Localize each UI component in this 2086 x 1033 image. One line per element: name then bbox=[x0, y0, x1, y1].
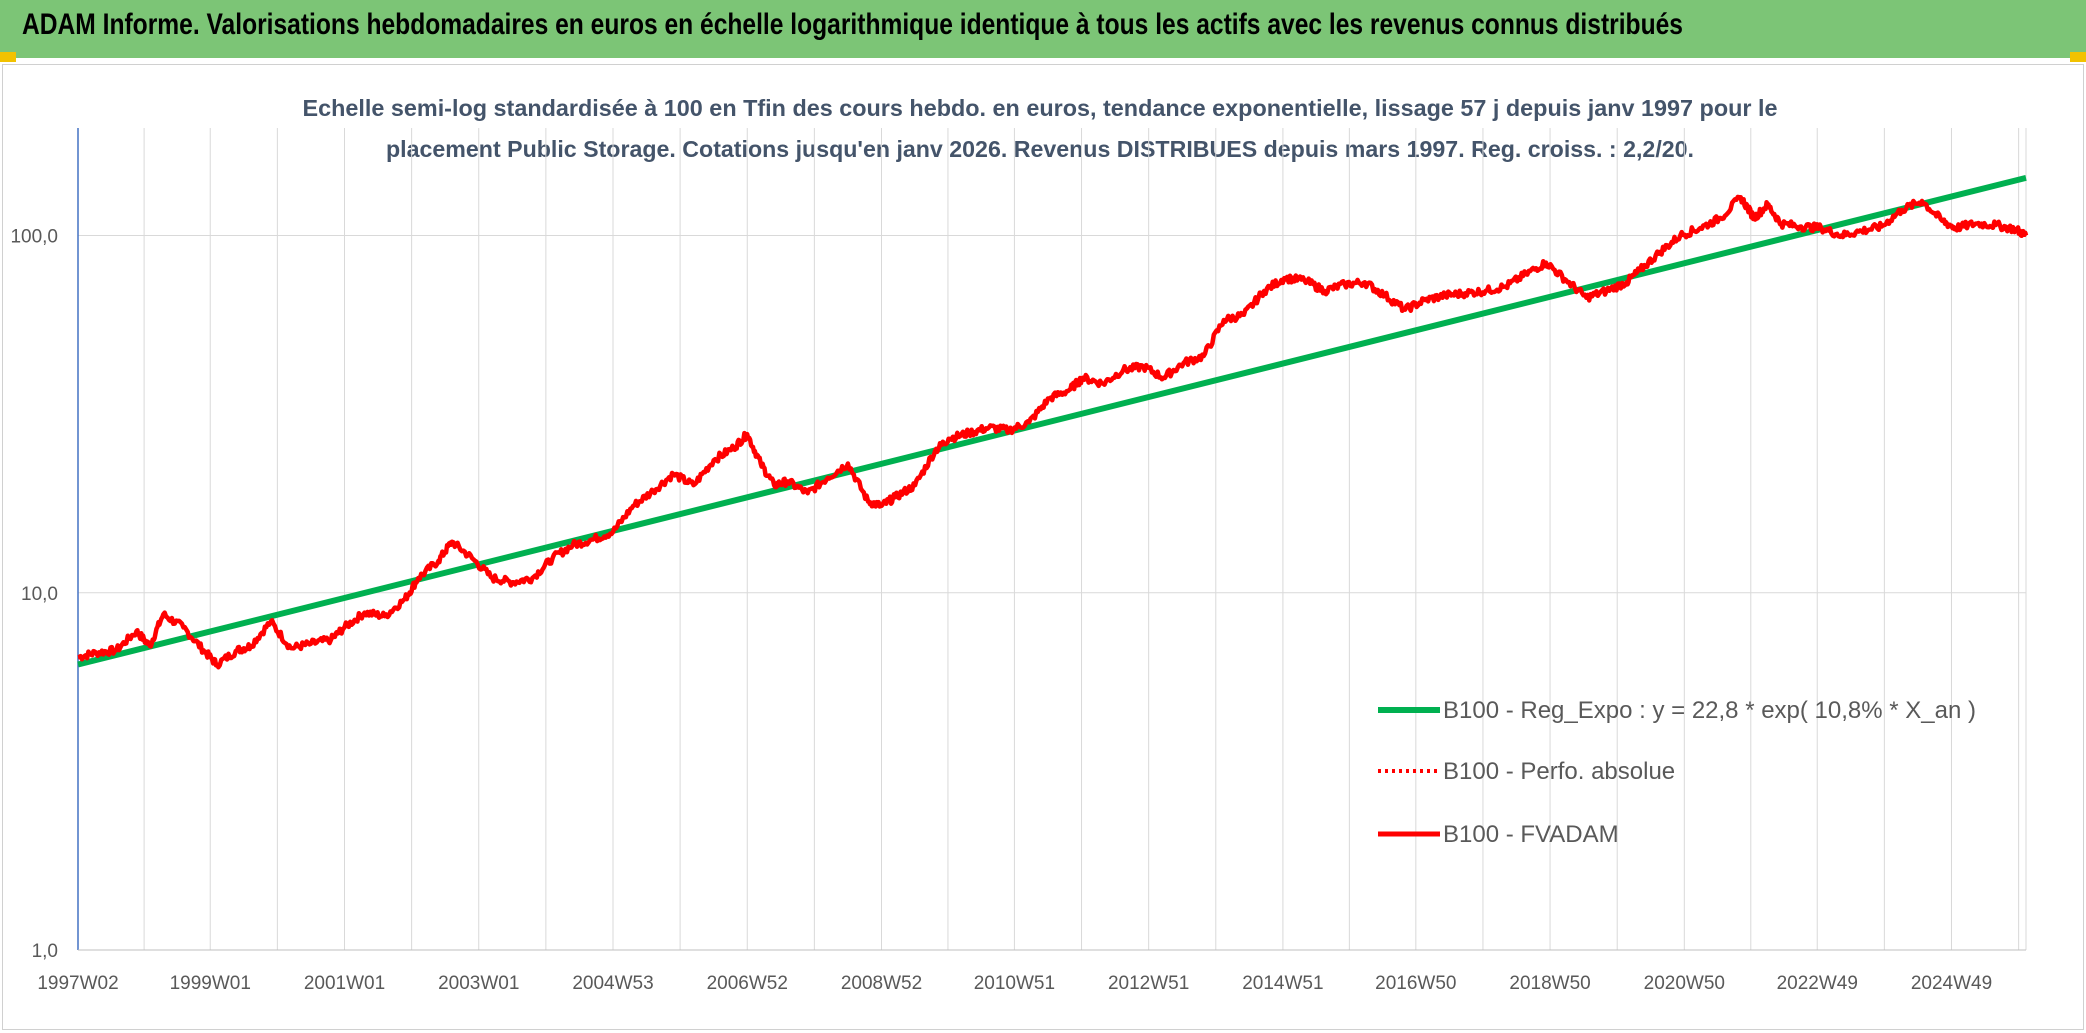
corner-marker-left bbox=[0, 52, 16, 62]
y-tick-label: 100,0 bbox=[10, 227, 58, 248]
corner-marker-right bbox=[2070, 52, 2086, 62]
legend: B100 - Reg_Expo : y = 22,8 * exp( 10,8% … bbox=[1378, 697, 1976, 848]
fvadam-line bbox=[77, 194, 2029, 670]
x-tick-label: 2018W50 bbox=[1509, 973, 1590, 994]
x-tick-label: 2003W01 bbox=[438, 973, 519, 994]
y-tick-label: 1,0 bbox=[32, 941, 58, 962]
x-tick-label: 2001W01 bbox=[304, 973, 385, 994]
x-tick-label: 2016W50 bbox=[1375, 973, 1456, 994]
x-tick-label: 2006W52 bbox=[707, 973, 788, 994]
grid bbox=[77, 128, 2027, 951]
x-tick-label: 2010W51 bbox=[974, 973, 1055, 994]
chart-title-line2: placement Public Storage. Cotations jusq… bbox=[386, 136, 1694, 162]
y-tick-label: 10,0 bbox=[21, 584, 58, 605]
x-tick-label: 2024W49 bbox=[1911, 973, 1992, 994]
x-tick-label: 2014W51 bbox=[1242, 973, 1323, 994]
regression-line bbox=[77, 174, 2027, 668]
chart-title-line1: Echelle semi-log standardisée à 100 en T… bbox=[303, 95, 1778, 121]
axes: 1,0 10,0 100,0 1997W02 1999W01 2001W01 2003W01… bbox=[10, 128, 2026, 994]
legend-label-1: B100 - Perfo. absolue bbox=[1443, 758, 1675, 785]
page-title: ADAM Informe. Valorisations hebdomadaire… bbox=[22, 8, 1683, 41]
x-tick-label: 1999W01 bbox=[170, 973, 251, 994]
x-tick-label: 1997W02 bbox=[37, 973, 118, 994]
legend-label-0: B100 - Reg_Expo : y = 22,8 * exp( 10,8% … bbox=[1443, 697, 1976, 724]
x-tick-label: 2020W50 bbox=[1644, 973, 1725, 994]
x-tick-label: 2008W52 bbox=[841, 973, 922, 994]
title-bar: ADAM Informe. Valorisations hebdomadaire… bbox=[0, 0, 2086, 58]
legend-label-2: B100 - FVADAM bbox=[1443, 821, 1619, 848]
x-tick-label: 2012W51 bbox=[1108, 973, 1189, 994]
x-tick-label: 2022W49 bbox=[1777, 973, 1858, 994]
series-layer bbox=[77, 174, 2029, 670]
x-tick-label: 2004W53 bbox=[572, 973, 653, 994]
